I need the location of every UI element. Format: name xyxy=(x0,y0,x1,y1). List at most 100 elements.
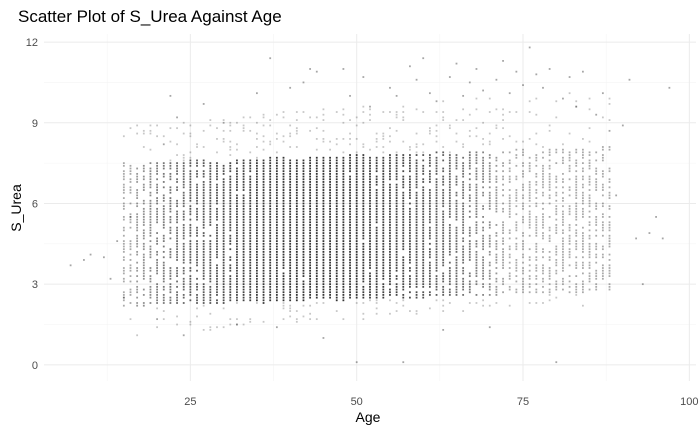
data-point xyxy=(355,178,358,181)
data-point xyxy=(249,275,252,277)
data-point xyxy=(216,326,218,329)
data-point xyxy=(555,175,558,178)
data-point xyxy=(468,234,471,237)
data-point xyxy=(435,210,438,213)
data-point xyxy=(575,291,578,294)
data-point xyxy=(448,234,451,237)
data-point xyxy=(335,156,338,159)
data-point xyxy=(435,218,438,221)
data-point xyxy=(309,202,312,205)
data-point xyxy=(595,288,598,291)
data-point xyxy=(302,253,305,256)
data-point xyxy=(488,288,491,291)
data-point xyxy=(362,234,365,237)
data-point xyxy=(169,275,172,277)
data-point xyxy=(488,172,491,175)
data-point xyxy=(256,197,258,199)
data-point xyxy=(162,237,165,240)
data-point xyxy=(329,261,331,264)
data-point xyxy=(435,232,438,234)
data-point xyxy=(468,291,471,294)
data-point xyxy=(282,159,285,162)
data-point xyxy=(462,119,465,121)
data-point xyxy=(395,210,398,213)
data-point xyxy=(448,261,451,264)
data-point xyxy=(222,218,225,221)
data-point xyxy=(129,218,132,221)
data-point xyxy=(535,248,538,251)
data-point xyxy=(136,216,139,218)
data-point xyxy=(468,113,471,116)
data-point xyxy=(582,234,584,237)
data-point xyxy=(568,285,571,288)
data-point xyxy=(355,267,358,269)
data-point xyxy=(196,199,198,202)
data-point xyxy=(176,299,178,302)
data-point xyxy=(555,253,558,256)
data-point xyxy=(448,178,451,181)
data-point xyxy=(409,170,411,173)
data-point xyxy=(395,205,398,208)
data-point xyxy=(142,259,145,261)
data-point xyxy=(122,164,125,167)
data-point xyxy=(548,151,551,154)
data-point xyxy=(256,224,258,226)
data-point xyxy=(229,226,232,229)
data-point xyxy=(382,283,385,286)
data-point xyxy=(262,272,265,275)
data-point xyxy=(362,213,365,216)
data-point xyxy=(402,194,405,197)
data-point xyxy=(588,216,591,218)
data-point xyxy=(502,229,504,232)
data-point xyxy=(535,226,538,229)
data-point xyxy=(329,216,331,218)
data-point xyxy=(349,164,351,167)
data-point xyxy=(488,294,491,296)
data-point xyxy=(156,202,158,205)
data-point xyxy=(242,288,245,291)
data-point xyxy=(435,183,438,186)
data-point xyxy=(475,240,478,243)
data-point xyxy=(176,186,178,189)
data-point xyxy=(369,299,371,302)
data-point xyxy=(342,162,345,165)
data-point xyxy=(548,189,551,191)
data-point xyxy=(122,218,125,221)
data-point xyxy=(409,202,411,205)
data-point xyxy=(136,197,139,199)
data-point xyxy=(562,277,564,280)
data-point xyxy=(535,245,538,248)
data-point xyxy=(422,181,425,183)
data-point xyxy=(349,264,351,267)
data-point xyxy=(409,285,411,288)
data-point xyxy=(535,267,538,269)
data-point xyxy=(129,172,132,175)
data-point xyxy=(342,151,345,154)
data-point xyxy=(122,202,125,205)
data-point xyxy=(209,181,212,183)
data-point xyxy=(402,183,405,186)
data-point xyxy=(495,156,498,159)
data-point xyxy=(162,162,165,165)
data-point xyxy=(369,277,371,280)
data-point xyxy=(202,183,205,186)
data-point xyxy=(442,191,445,194)
data-point xyxy=(395,302,398,304)
data-point xyxy=(395,94,398,97)
data-point xyxy=(435,191,438,194)
data-point xyxy=(216,178,218,181)
data-point xyxy=(389,277,391,280)
data-point xyxy=(462,162,465,165)
data-point xyxy=(182,237,185,240)
data-point xyxy=(369,189,371,191)
data-point xyxy=(395,191,398,194)
data-point xyxy=(508,216,511,218)
data-point xyxy=(229,248,232,251)
data-point xyxy=(355,175,358,178)
data-point xyxy=(309,277,312,280)
data-point xyxy=(202,291,205,294)
data-point xyxy=(389,86,391,89)
data-point xyxy=(515,111,518,113)
data-point xyxy=(575,207,578,210)
data-point xyxy=(382,183,385,186)
